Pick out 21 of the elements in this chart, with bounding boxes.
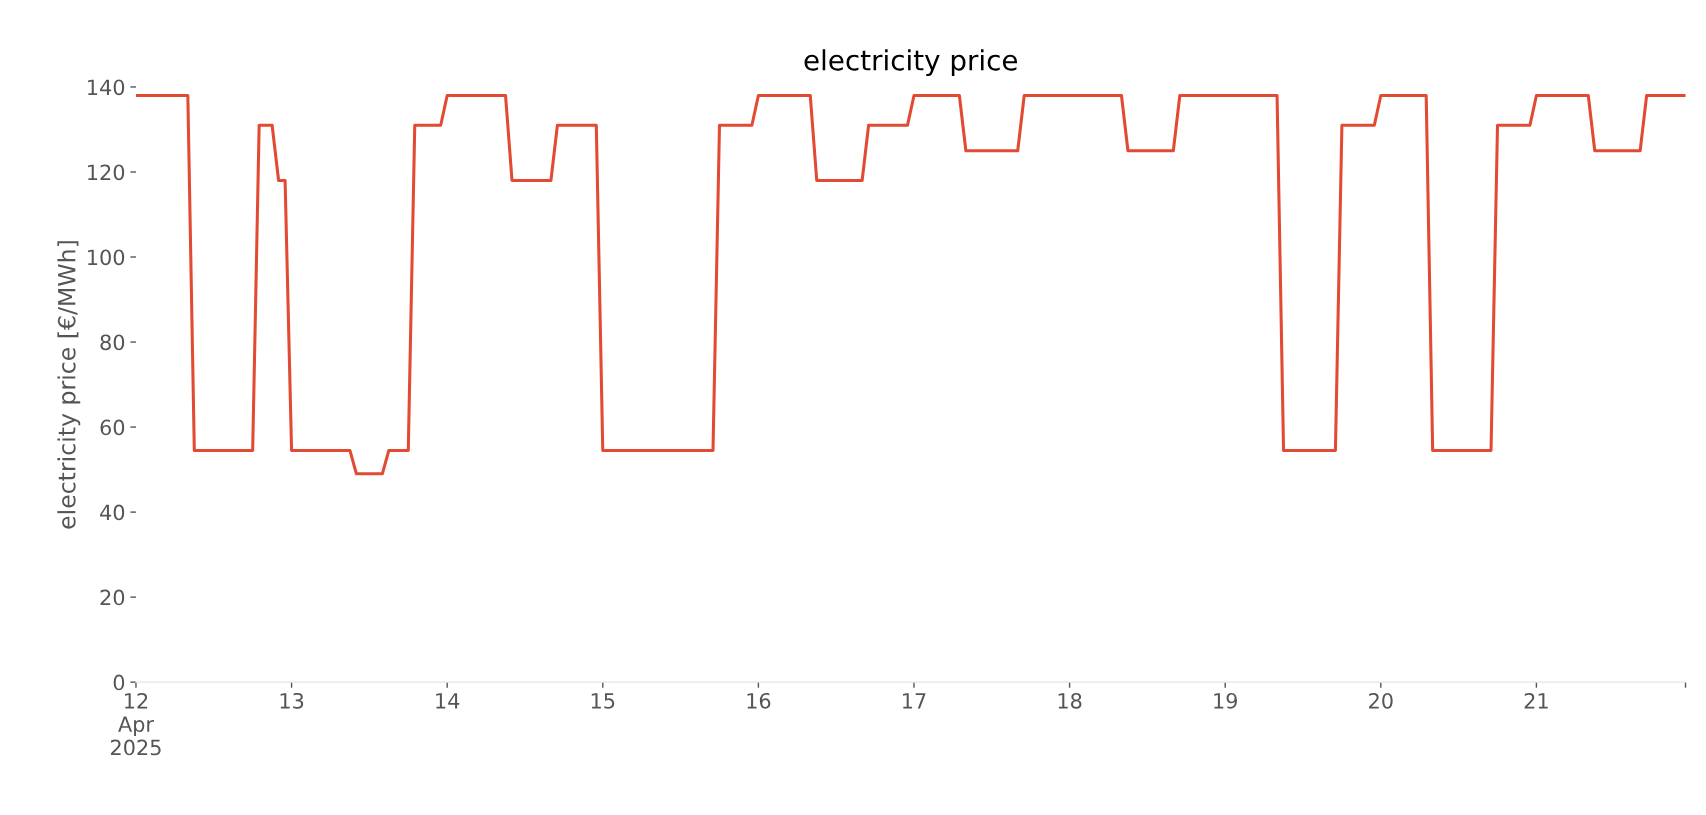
y-tick-label: 80 (100, 334, 125, 351)
x-tick-label: 16 (747, 692, 771, 709)
y-tick-label: 60 (100, 419, 125, 436)
x-tick-label: 15 (591, 693, 615, 709)
chart-title: electricity price (804, 49, 1018, 77)
x-tick-label: 14 (436, 693, 460, 709)
x-tick-label: 17 (903, 693, 926, 709)
y-axis-title: electricity price [€/MWh] (57, 241, 81, 529)
line-series (135, 93, 1686, 476)
x-tick-label: 18 (1058, 692, 1082, 709)
x-tick-label: 19 (1214, 692, 1237, 709)
x-tick-label: 20 (1369, 692, 1393, 709)
x-tick-label: 12 Apr 2025 (110, 692, 161, 756)
y-tick-label: 40 (100, 504, 125, 521)
x-tick-label: 13 (280, 692, 304, 709)
x-tick-label: 21 (1524, 692, 1548, 709)
y-tick-label: 100 (88, 249, 125, 266)
y-tick-label: 140 (88, 79, 125, 96)
y-tick-label: 0 (113, 674, 125, 691)
y-tick-label: 120 (88, 164, 125, 181)
y-tick-label: 20 (100, 589, 125, 606)
